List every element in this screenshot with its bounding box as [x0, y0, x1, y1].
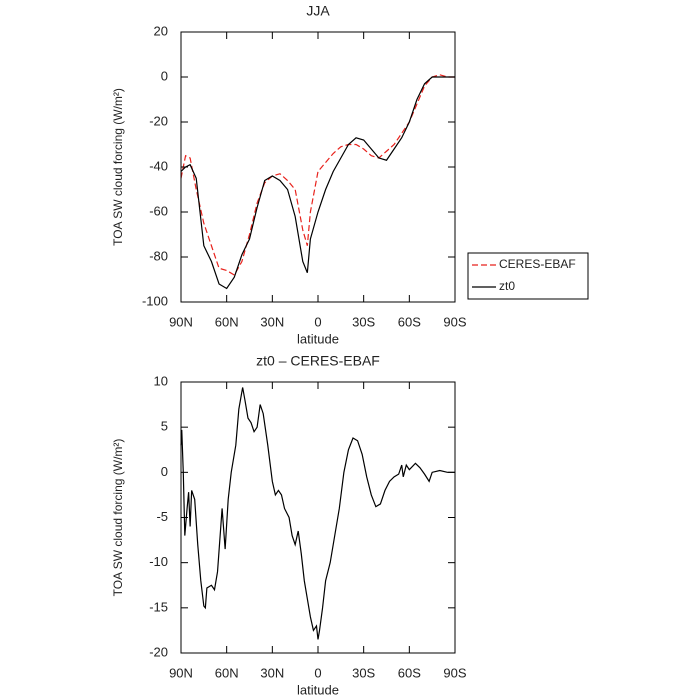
x-tick-label: 0	[314, 665, 321, 680]
y-tick-label: -40	[149, 158, 168, 173]
x-tick-label: 60N	[215, 314, 239, 329]
x-tick-label: 60N	[215, 665, 239, 680]
chart-title: zt0 – CERES-EBAF	[256, 353, 380, 369]
plot-frame	[180, 381, 456, 654]
x-tick-label: 90N	[169, 314, 193, 329]
x-axis-label: latitude	[297, 682, 339, 697]
y-tick-label: 20	[154, 23, 168, 38]
x-axis-label: latitude	[297, 331, 339, 346]
chart-title: JJA	[306, 3, 330, 19]
y-tick-label: 10	[154, 373, 168, 388]
x-tick-label: 90S	[443, 314, 466, 329]
y-tick-label: 5	[161, 419, 168, 434]
y-tick-label: 0	[161, 464, 168, 479]
x-tick-label: 30N	[260, 314, 284, 329]
series-line	[180, 387, 455, 640]
y-tick-label: -20	[149, 644, 168, 659]
legend-label: CERES-EBAF	[499, 257, 576, 271]
y-axis-label: TOA SW cloud forcing (W/m²)	[111, 88, 125, 246]
y-tick-label: -5	[156, 509, 168, 524]
x-tick-label: 0	[314, 314, 321, 329]
x-tick-label: 30S	[352, 314, 375, 329]
y-tick-label: -15	[149, 599, 168, 614]
plot-frame	[180, 31, 456, 303]
x-tick-label: 30N	[260, 665, 284, 680]
x-tick-label: 90N	[169, 665, 193, 680]
y-axis-label: TOA SW cloud forcing (W/m²)	[111, 439, 125, 597]
x-tick-label: 90S	[443, 665, 466, 680]
y-tick-label: -80	[149, 248, 168, 263]
y-tick-label: -60	[149, 203, 168, 218]
y-tick-label: 0	[161, 68, 168, 83]
legend-label: zt0	[499, 279, 515, 293]
series-line	[180, 76, 455, 290]
series-line	[180, 74, 455, 276]
y-tick-label: -10	[149, 554, 168, 569]
y-tick-label: -100	[142, 293, 168, 308]
y-tick-label: -20	[149, 113, 168, 128]
x-tick-label: 30S	[352, 665, 375, 680]
legend-box	[467, 252, 589, 300]
x-tick-label: 60S	[398, 665, 421, 680]
x-tick-label: 60S	[398, 314, 421, 329]
